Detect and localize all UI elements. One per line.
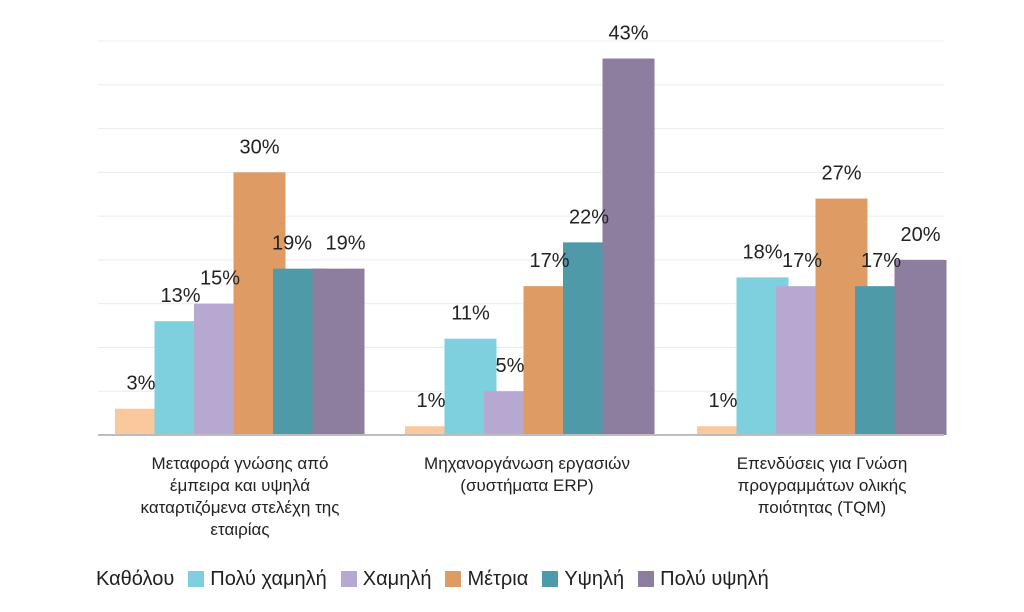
data-label: 27%	[821, 163, 861, 185]
legend-item: Μέτρια	[445, 568, 528, 591]
bar	[697, 426, 749, 435]
legend-item: Πολύ υψηλή	[638, 568, 769, 591]
bar-chart: 3%1% 1%13%11%18%15%5%17%30%17%27%19%22%17…	[98, 23, 947, 436]
data-label: 5%	[496, 355, 525, 377]
data-label: 19%	[325, 233, 365, 255]
legend-item: Καθόλου	[96, 568, 174, 591]
bar	[312, 268, 365, 435]
data-label: 1%	[417, 390, 446, 412]
category-label-line: Μεταφορά γνώσης από	[151, 454, 329, 473]
legend-label: Πολύ υψηλή	[660, 567, 769, 590]
legend-label: Υψηλή	[564, 567, 625, 590]
data-label: 18%	[742, 241, 782, 263]
data-label: 15%	[200, 268, 240, 290]
data-label: 11%	[451, 303, 490, 325]
legend-label: Χαμηλή	[362, 567, 432, 590]
data-label: 20%	[900, 224, 940, 246]
bar	[894, 259, 947, 435]
category-label: Μεταφορά γνώσης από έμπειρα και υψηλά κατα…	[105, 453, 375, 541]
category-label-line: εταιρίας	[210, 520, 270, 539]
legend: Καθόλου Πολύ χαμηλή Χαμηλή Μέτρια Υψηλή Πολύ …	[96, 566, 783, 592]
legend-label: Μέτρια	[467, 567, 529, 590]
legend-swatch	[188, 571, 205, 587]
data-label: 1%	[709, 390, 738, 412]
data-label: 19%	[272, 233, 312, 255]
category-label-line: προγραμμάτων ολικής	[737, 476, 907, 495]
legend-label: Καθόλου	[96, 567, 175, 590]
data-label: 3%	[127, 373, 156, 395]
category-label-line: Μηχανοργάνωση εργασιών	[424, 454, 630, 473]
data-labels: 3%1% 1%13%11%18%15%5%17%30%17%27%19%22%17…	[127, 23, 941, 413]
data-label: 13%	[160, 285, 200, 307]
data-label: 43%	[608, 23, 648, 45]
legend-swatch	[340, 571, 357, 587]
legend-label: Πολύ χαμηλή	[210, 567, 327, 590]
legend-swatch	[542, 571, 559, 587]
category-label: Μηχανοργάνωση εργασιών (συστήματα ERP)	[392, 453, 662, 497]
legend-item: Χαμηλή	[340, 567, 432, 591]
category-label-line: Επενδύσεις για Γνώση	[736, 454, 908, 473]
legend-item: Υψηλή	[542, 568, 624, 591]
data-label: 30%	[239, 136, 279, 158]
category-label: Επενδύσεις για Γνώση προγραμμάτων ολικής π…	[687, 453, 957, 519]
data-label: 17%	[861, 250, 901, 272]
category-label-line: έμπειρα και υψηλά	[169, 476, 311, 495]
bar	[602, 58, 655, 436]
category-label-line: (συστήματα ERP)	[460, 476, 594, 495]
data-label: 17%	[529, 250, 569, 272]
category-label-line: καταρτιζόμενα στελέχη της	[140, 498, 340, 517]
legend-swatch	[638, 571, 655, 587]
data-label: 17%	[782, 250, 822, 272]
bar	[405, 426, 457, 435]
data-label: 22%	[569, 206, 609, 228]
category-label-line: ποιότητας (TQM)	[757, 498, 887, 517]
legend-swatch	[445, 571, 462, 587]
legend-item: Πολύ χαμηλή	[188, 568, 327, 591]
bars	[115, 58, 947, 436]
